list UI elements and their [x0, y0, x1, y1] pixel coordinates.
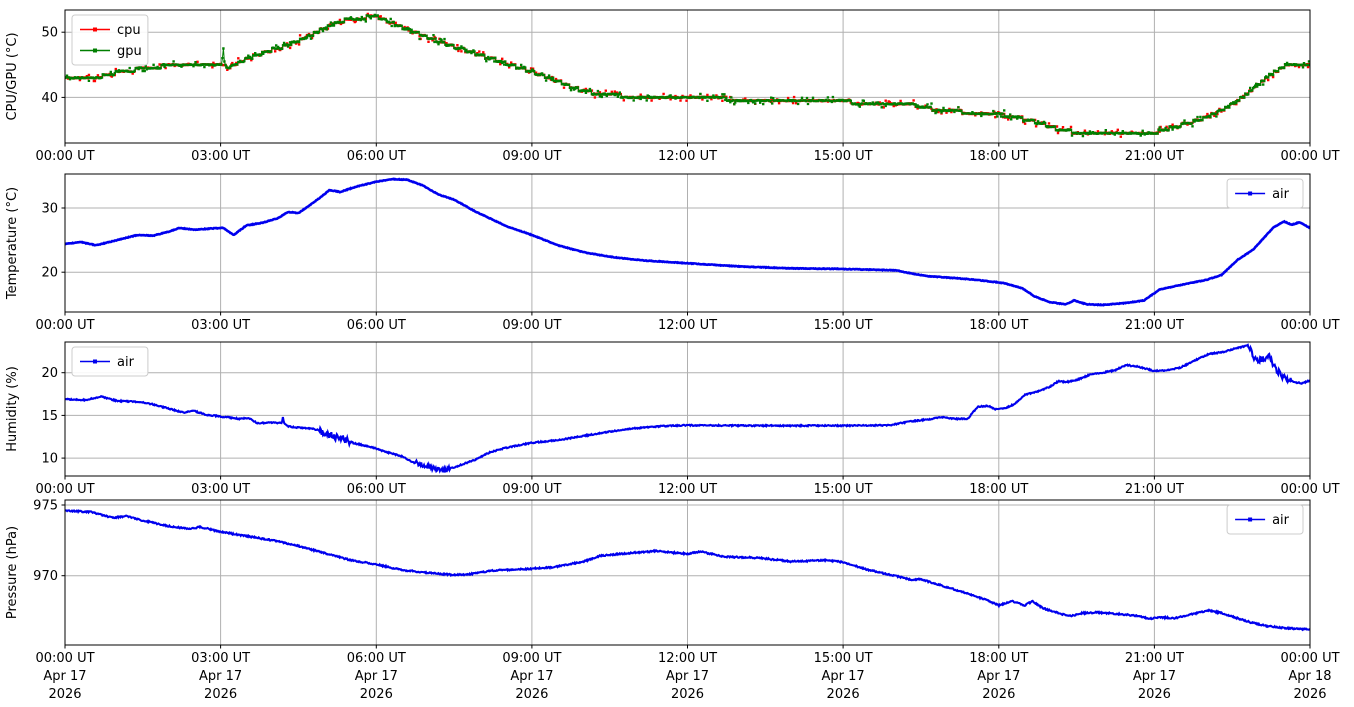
y-tick-label: 20 [41, 266, 58, 281]
series-air-line [65, 509, 1310, 632]
x-tick-label: 00:00 UT [1280, 482, 1339, 497]
legend-sample-marker [1248, 517, 1253, 522]
y-axis-label: Humidity (%) [5, 366, 20, 452]
legend-sample-marker [93, 48, 97, 53]
chart-cpu-gpu: 00:00 UT 03:00 UT 06:00 UT 09:00 UT 12:00 UT… [5, 9, 1340, 164]
x-tick-date-label: 2026 [515, 687, 548, 702]
y-axis-label: Temperature (°C) [5, 187, 20, 300]
x-tick-date-label: 2026 [360, 687, 393, 702]
x-tick-date-label: 2026 [204, 687, 237, 702]
y-tick-label: 50 [41, 26, 58, 41]
x-tick-date-label: Apr 17 [1133, 669, 1176, 684]
x-tick-date-label: 2026 [48, 687, 81, 702]
x-tick-label: 00:00 UT [35, 651, 94, 666]
y-tick-label: 970 [33, 569, 58, 584]
x-tick-label: 15:00 UT [814, 651, 873, 666]
x-tick-label: 12:00 UT [658, 482, 717, 497]
x-tick-label: 09:00 UT [502, 651, 561, 666]
x-tick-label: 18:00 UT [969, 318, 1028, 333]
legend-sample-marker [93, 359, 97, 364]
x-tick-label: 12:00 UT [658, 149, 717, 164]
x-tick-label: 00:00 UT [1280, 651, 1339, 666]
x-tick-label: 15:00 UT [814, 149, 873, 164]
chart-strip-cpu-gpu: 00:00 UT 03:00 UT 06:00 UT 09:00 UT 12:00 UT… [0, 0, 1354, 166]
legend: cpu gpu [71, 14, 149, 66]
x-tick-label: 06:00 UT [347, 651, 406, 666]
legend-label: cpu [117, 23, 141, 38]
x-tick-label: 15:00 UT [814, 482, 873, 497]
x-tick-label: 21:00 UT [1125, 651, 1184, 666]
x-tick-label: 15:00 UT [814, 318, 873, 333]
x-tick-label: 03:00 UT [191, 651, 250, 666]
x-tick-label: 06:00 UT [347, 149, 406, 164]
chart-strip-temperature: 00:00 UT 03:00 UT 06:00 UT 09:00 UT 12:00 UT… [0, 166, 1354, 334]
legend: air [71, 346, 149, 377]
chart-humidity: 00:00 UT 03:00 UT 06:00 UT 09:00 UT 12:00 UT… [5, 341, 1340, 497]
y-tick-label: 20 [41, 366, 58, 381]
legend-box [71, 14, 149, 66]
x-tick-label: 12:00 UT [658, 318, 717, 333]
legend: air [1226, 178, 1304, 209]
legend: air [1226, 504, 1304, 535]
x-tick-label: 18:00 UT [969, 651, 1028, 666]
series-air-line [65, 177, 1310, 307]
y-axis-label: Pressure (hPa) [5, 526, 20, 619]
x-tick-label: 09:00 UT [502, 482, 561, 497]
x-tick-label: 18:00 UT [969, 482, 1028, 497]
x-tick-date-label: Apr 17 [666, 669, 709, 684]
y-axis-label: CPU/GPU (°C) [5, 32, 20, 120]
x-tick-label: 12:00 UT [658, 651, 717, 666]
x-tick-date-label: 2026 [982, 687, 1015, 702]
x-tick-date-label: 2026 [1293, 687, 1326, 702]
legend-sample-marker [1248, 191, 1253, 196]
x-tick-date-label: 2026 [1138, 687, 1171, 702]
x-tick-date-label: Apr 17 [977, 669, 1020, 684]
x-tick-date-label: Apr 17 [822, 669, 865, 684]
legend-label: gpu [117, 44, 142, 59]
chart-pressure: 00:00 UT Apr 17 2026 03:00 UT Apr 17 2026 06:0… [5, 499, 1340, 703]
legend-label: air [117, 355, 135, 370]
x-tick-label: 06:00 UT [347, 482, 406, 497]
x-tick-label: 00:00 UT [35, 149, 94, 164]
legend-sample-marker [93, 27, 97, 32]
x-tick-label: 21:00 UT [1125, 149, 1184, 164]
x-tick-label: 00:00 UT [35, 482, 94, 497]
y-tick-label: 15 [41, 409, 58, 424]
x-tick-date-label: Apr 17 [510, 669, 553, 684]
x-tick-label: 03:00 UT [191, 318, 250, 333]
x-tick-date-label: Apr 17 [43, 669, 86, 684]
x-tick-date-label: Apr 18 [1288, 669, 1331, 684]
y-tick-label: 40 [41, 91, 58, 106]
series-air-line [65, 343, 1310, 474]
x-tick-label: 03:00 UT [191, 149, 250, 164]
x-tick-label: 03:00 UT [191, 482, 250, 497]
x-tick-date-label: 2026 [827, 687, 860, 702]
x-tick-label: 00:00 UT [1280, 318, 1339, 333]
x-tick-date-label: 2026 [671, 687, 704, 702]
chart-strip-humidity: 00:00 UT 03:00 UT 06:00 UT 09:00 UT 12:00 UT… [0, 334, 1354, 497]
x-tick-label: 09:00 UT [502, 318, 561, 333]
x-tick-label: 18:00 UT [969, 149, 1028, 164]
x-tick-date-label: Apr 17 [199, 669, 242, 684]
y-tick-label: 30 [41, 202, 58, 217]
x-tick-label: 00:00 UT [1280, 149, 1339, 164]
x-tick-date-label: Apr 17 [355, 669, 398, 684]
x-tick-label: 21:00 UT [1125, 482, 1184, 497]
chart-temperature: 00:00 UT 03:00 UT 06:00 UT 09:00 UT 12:00 UT… [5, 173, 1340, 333]
legend-label: air [1272, 187, 1290, 202]
chart-strip-pressure: 00:00 UT Apr 17 2026 03:00 UT Apr 17 2026 06:0… [0, 497, 1354, 707]
x-tick-label: 06:00 UT [347, 318, 406, 333]
y-tick-label: 10 [41, 452, 58, 467]
x-tick-label: 09:00 UT [502, 149, 561, 164]
x-tick-label: 00:00 UT [35, 318, 94, 333]
legend-label: air [1272, 513, 1290, 528]
x-tick-label: 21:00 UT [1125, 318, 1184, 333]
y-tick-label: 975 [33, 499, 58, 514]
